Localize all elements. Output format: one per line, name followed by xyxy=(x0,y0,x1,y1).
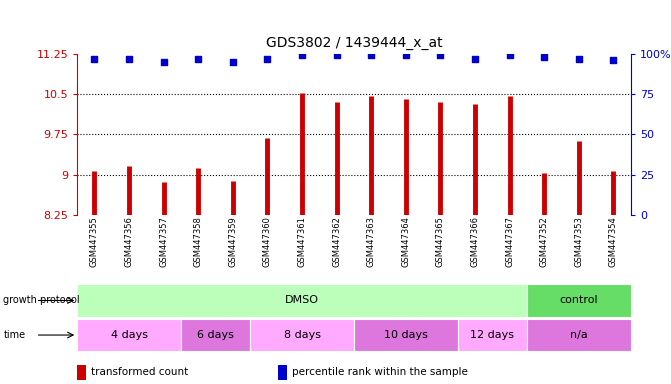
Text: growth protocol: growth protocol xyxy=(3,295,80,306)
Bar xyxy=(181,319,250,351)
Point xyxy=(158,59,169,65)
Text: time: time xyxy=(3,330,25,340)
Point xyxy=(539,54,550,60)
Point xyxy=(123,56,134,62)
Bar xyxy=(458,319,527,351)
Point xyxy=(193,56,203,62)
Bar xyxy=(527,284,631,317)
Point xyxy=(401,52,411,58)
Text: 6 days: 6 days xyxy=(197,330,234,340)
Text: control: control xyxy=(560,295,598,306)
Bar xyxy=(354,319,458,351)
Bar xyxy=(77,319,181,351)
Point xyxy=(574,56,584,62)
Point xyxy=(227,59,238,65)
Text: percentile rank within the sample: percentile rank within the sample xyxy=(292,367,468,377)
Point xyxy=(297,52,307,58)
Text: 4 days: 4 days xyxy=(111,330,148,340)
Text: n/a: n/a xyxy=(570,330,588,340)
Point xyxy=(262,56,273,62)
Text: 10 days: 10 days xyxy=(384,330,428,340)
Point xyxy=(89,56,100,62)
Point xyxy=(470,56,480,62)
Point xyxy=(608,57,619,63)
Text: transformed count: transformed count xyxy=(91,367,188,377)
Bar xyxy=(250,319,354,351)
Point xyxy=(435,52,446,58)
Point xyxy=(366,52,376,58)
Point xyxy=(505,52,515,58)
Text: 12 days: 12 days xyxy=(470,330,515,340)
Bar xyxy=(527,319,631,351)
Text: 8 days: 8 days xyxy=(284,330,321,340)
Point xyxy=(331,52,342,58)
Bar xyxy=(77,284,527,317)
Text: DMSO: DMSO xyxy=(285,295,319,306)
Title: GDS3802 / 1439444_x_at: GDS3802 / 1439444_x_at xyxy=(266,36,442,50)
